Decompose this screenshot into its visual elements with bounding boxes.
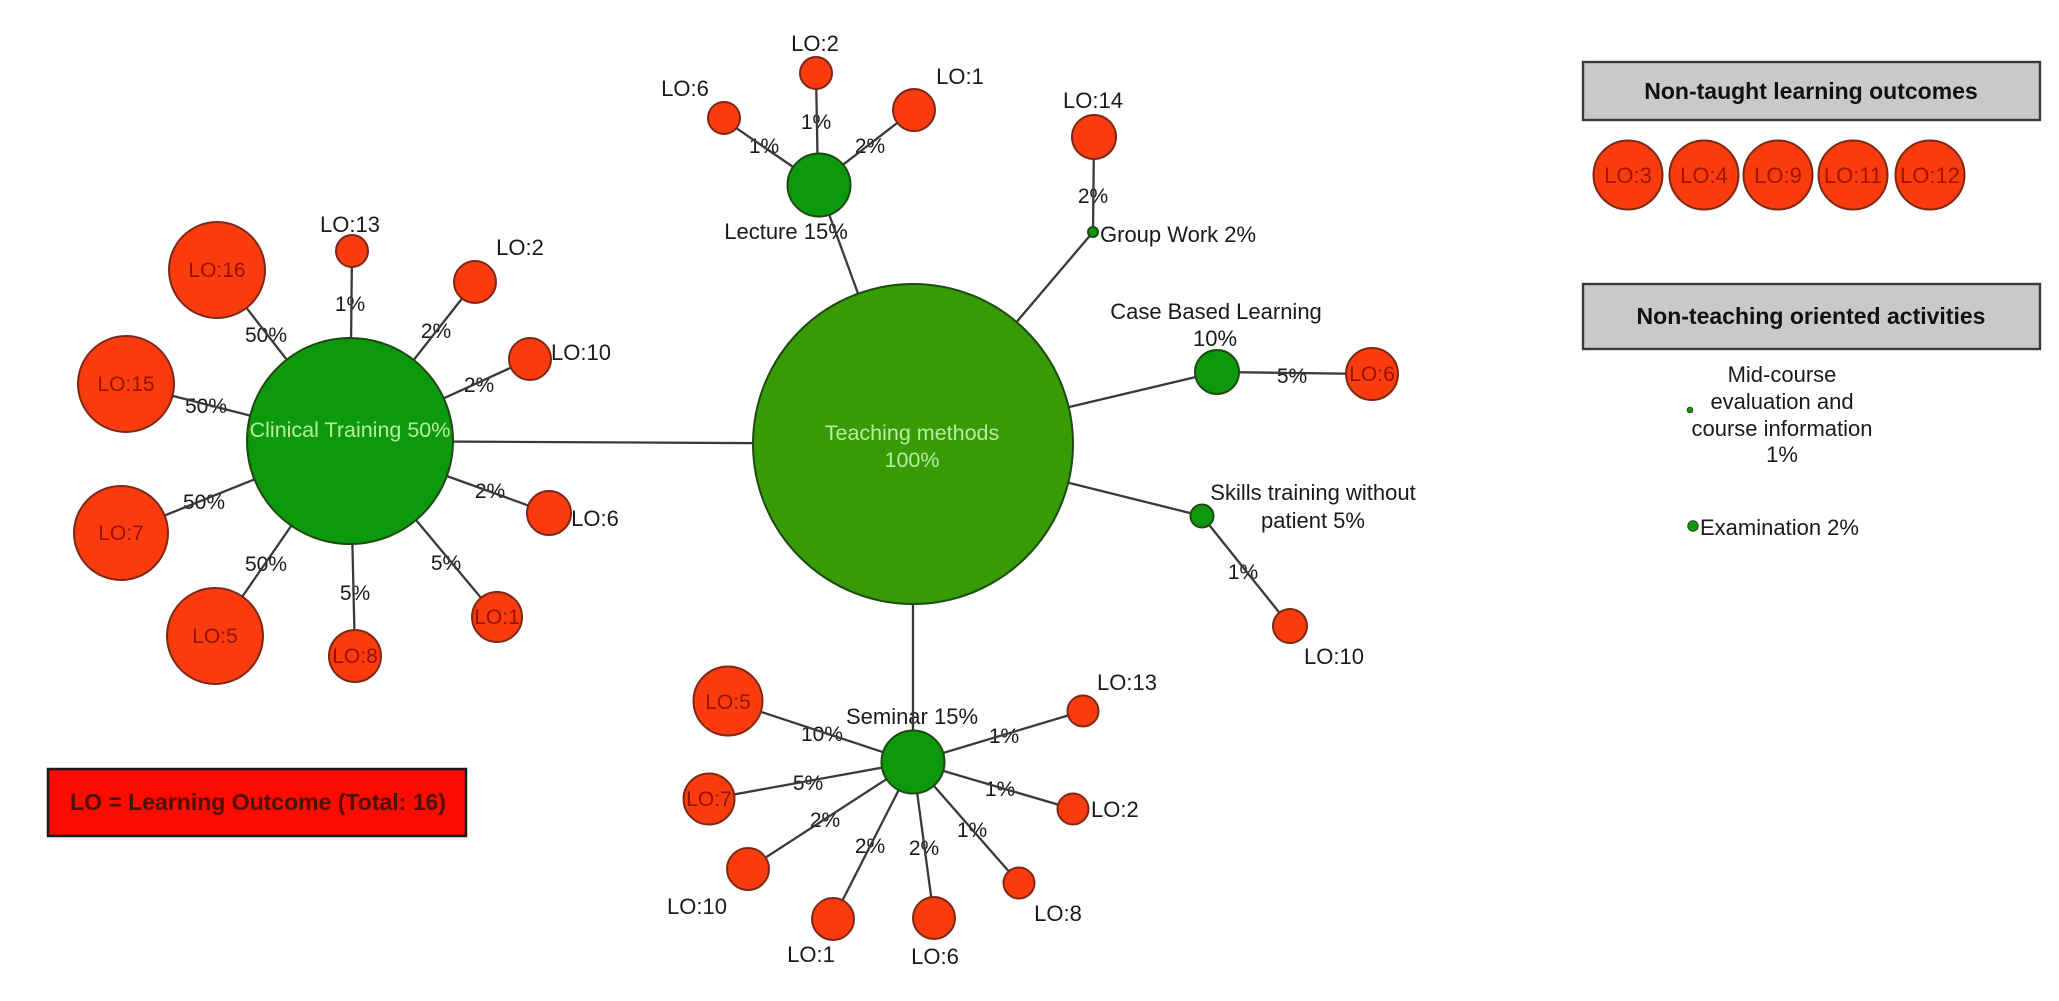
svg-text:LO:4: LO:4 bbox=[1680, 163, 1728, 188]
svg-text:Group Work 2%: Group Work 2% bbox=[1100, 222, 1256, 247]
svg-text:Skills training without: Skills training without bbox=[1210, 480, 1415, 505]
svg-text:LO:8: LO:8 bbox=[1034, 901, 1082, 926]
svg-text:LO:16: LO:16 bbox=[188, 259, 245, 282]
svg-text:LO:14: LO:14 bbox=[1063, 88, 1123, 113]
svg-text:LO:6: LO:6 bbox=[661, 76, 709, 101]
svg-text:LO:2: LO:2 bbox=[791, 31, 839, 56]
svg-text:1%: 1% bbox=[1766, 442, 1798, 467]
svg-text:Non-teaching oriented activiti: Non-teaching oriented activities bbox=[1637, 303, 1986, 329]
svg-text:LO:7: LO:7 bbox=[686, 788, 732, 811]
svg-text:50%: 50% bbox=[185, 395, 227, 418]
svg-text:LO:8: LO:8 bbox=[332, 645, 378, 668]
svg-text:1%: 1% bbox=[985, 778, 1015, 801]
svg-text:Clinical Training 50%: Clinical Training 50% bbox=[250, 418, 451, 442]
svg-text:10%: 10% bbox=[1193, 326, 1237, 351]
svg-text:5%: 5% bbox=[340, 582, 370, 605]
svg-text:Case Based Learning: Case Based Learning bbox=[1110, 299, 1322, 324]
svg-text:LO:13: LO:13 bbox=[320, 212, 380, 237]
svg-text:Non-taught learning outcomes: Non-taught learning outcomes bbox=[1644, 78, 1978, 104]
svg-text:LO:3: LO:3 bbox=[1604, 163, 1652, 188]
svg-text:LO:2: LO:2 bbox=[1091, 797, 1139, 822]
svg-text:LO = Learning Outcome (Total:: LO = Learning Outcome (Total: 16) bbox=[70, 789, 446, 815]
svg-text:course information: course information bbox=[1692, 416, 1873, 441]
svg-text:Examination 2%: Examination 2% bbox=[1700, 515, 1859, 540]
svg-text:LO:1: LO:1 bbox=[474, 606, 520, 629]
svg-text:Teaching methods: Teaching methods bbox=[825, 421, 1000, 445]
svg-text:Lecture 15%: Lecture 15% bbox=[724, 219, 848, 244]
svg-text:1%: 1% bbox=[989, 725, 1019, 748]
svg-text:Mid-course: Mid-course bbox=[1728, 362, 1837, 387]
svg-text:50%: 50% bbox=[183, 491, 225, 514]
svg-text:LO:7: LO:7 bbox=[98, 522, 144, 545]
svg-text:LO:2: LO:2 bbox=[496, 235, 544, 260]
svg-text:LO:13: LO:13 bbox=[1097, 670, 1157, 695]
svg-text:LO:10: LO:10 bbox=[667, 894, 727, 919]
svg-text:LO:6: LO:6 bbox=[571, 506, 619, 531]
svg-text:5%: 5% bbox=[1277, 365, 1307, 388]
svg-text:LO:1: LO:1 bbox=[936, 64, 984, 89]
svg-text:LO:6: LO:6 bbox=[1349, 363, 1395, 386]
svg-text:LO:15: LO:15 bbox=[97, 373, 154, 396]
svg-text:1%: 1% bbox=[335, 293, 365, 316]
svg-text:5%: 5% bbox=[793, 772, 823, 795]
svg-text:50%: 50% bbox=[245, 553, 287, 576]
svg-text:LO:11: LO:11 bbox=[1824, 163, 1882, 188]
svg-text:patient 5%: patient 5% bbox=[1261, 508, 1365, 533]
svg-text:LO:5: LO:5 bbox=[192, 625, 238, 648]
svg-text:100%: 100% bbox=[885, 448, 940, 472]
svg-text:LO:12: LO:12 bbox=[1900, 163, 1960, 188]
svg-text:50%: 50% bbox=[245, 324, 287, 347]
svg-text:LO:5: LO:5 bbox=[705, 691, 751, 714]
svg-text:2%: 2% bbox=[855, 135, 885, 158]
svg-text:evaluation and: evaluation and bbox=[1710, 389, 1853, 414]
svg-text:LO:1: LO:1 bbox=[787, 942, 835, 967]
svg-text:LO:9: LO:9 bbox=[1754, 163, 1802, 188]
svg-text:LO:6: LO:6 bbox=[911, 944, 959, 969]
svg-text:LO:10: LO:10 bbox=[551, 340, 611, 365]
svg-text:LO:10: LO:10 bbox=[1304, 644, 1364, 669]
svg-text:5%: 5% bbox=[431, 552, 461, 575]
